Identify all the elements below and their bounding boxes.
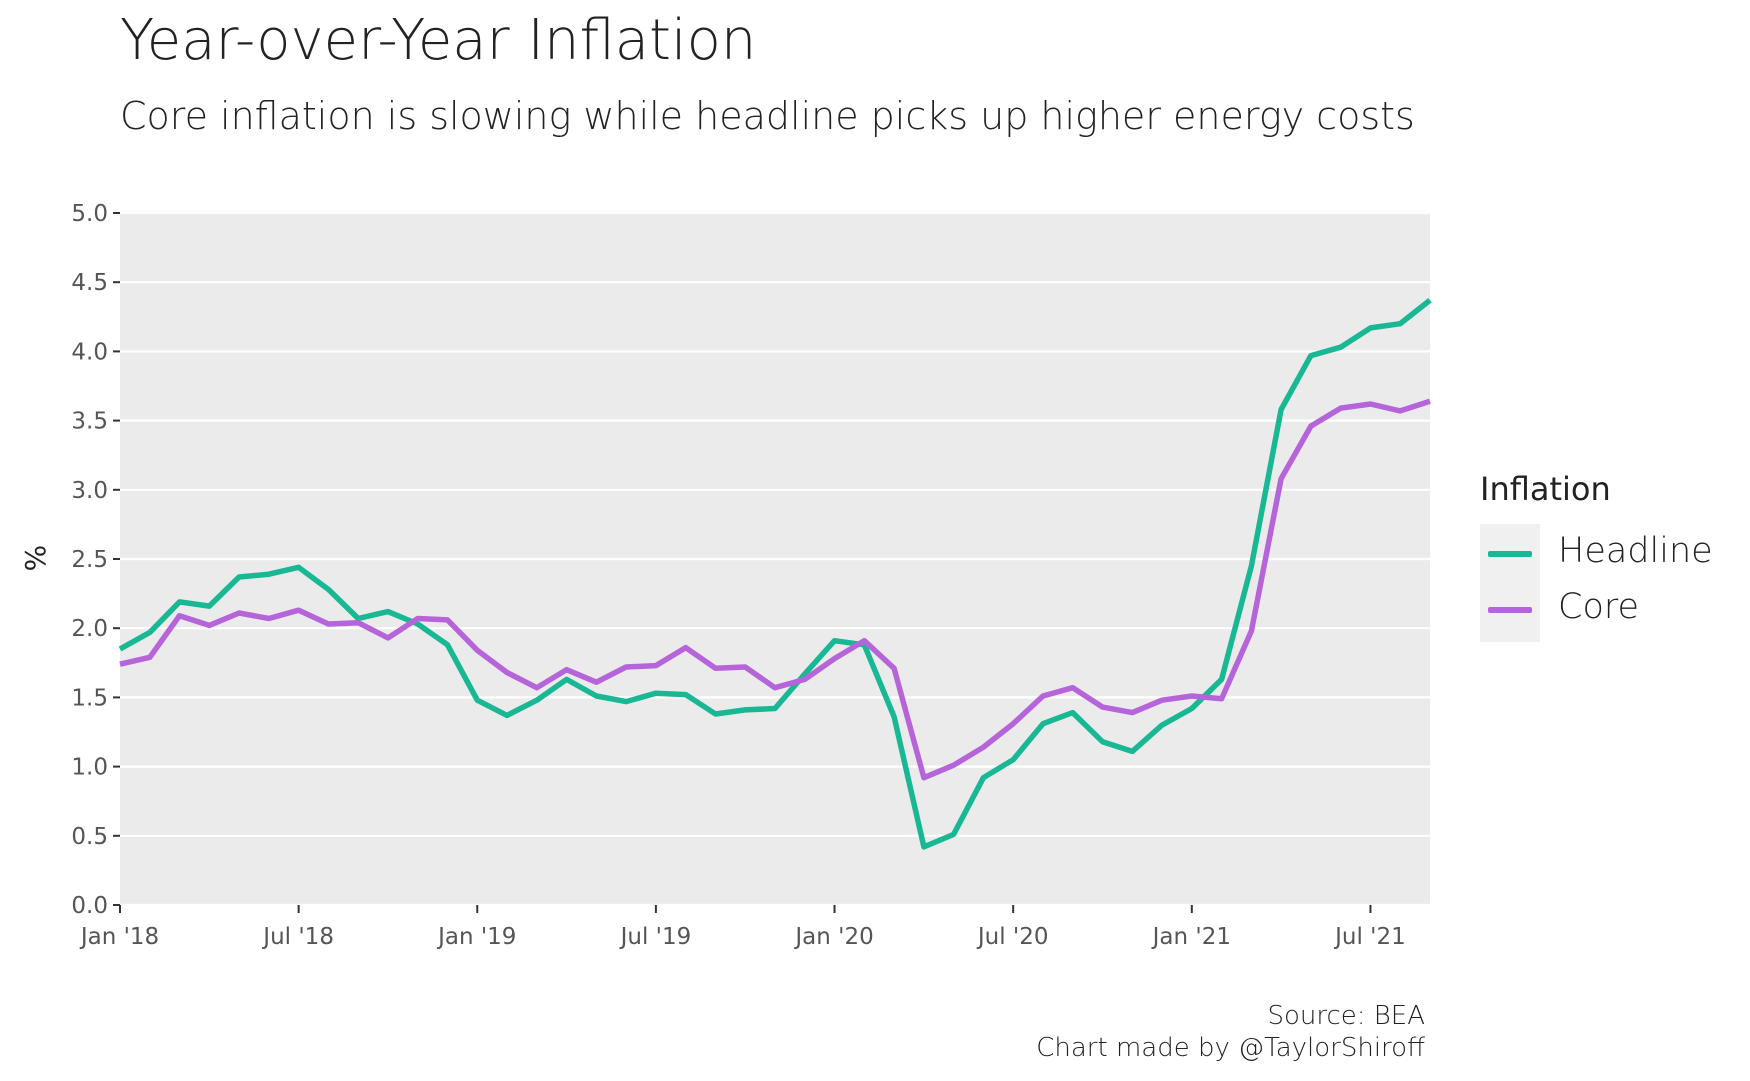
legend-label-core: Core	[1558, 587, 1640, 627]
legend-keys: Headline Core	[1480, 524, 1713, 642]
legend-item-core: Core	[1480, 582, 1750, 638]
y-tick-label: 2.5	[71, 547, 108, 573]
legend: Inflation Headline Core	[1480, 470, 1713, 642]
legend-swatch-core	[1488, 607, 1532, 613]
series-lines	[118, 298, 1432, 850]
x-tick-label: Jan '18	[79, 924, 159, 950]
x-tick-label: Jan '20	[793, 924, 873, 950]
credit-note: Chart made by @TaylorShiroff	[1036, 1033, 1425, 1063]
y-tick-label: 0.5	[71, 824, 108, 850]
legend-swatch-headline	[1488, 551, 1532, 557]
y-tick-label: 1.5	[71, 685, 108, 711]
y-tick-label: 3.5	[71, 409, 108, 435]
chart-title: Year-over-Year Inflation	[120, 8, 757, 73]
y-tick-label: 1.0	[71, 755, 108, 781]
x-tick-label: Jan '19	[436, 924, 516, 950]
x-tick-label: Jan '21	[1151, 924, 1231, 950]
series-line-headline	[118, 298, 1432, 850]
y-tick-label: 2.0	[71, 616, 108, 642]
legend-item-headline: Headline	[1480, 526, 1750, 582]
legend-title: Inflation	[1480, 470, 1611, 508]
x-tick-label: Jul '21	[1333, 924, 1406, 950]
axes: 0.0 0.5 1.0 1.5 2.0 2.5 3.0 3.5 4.0 4.5 5.0 Jan '18…	[71, 201, 1405, 950]
x-tick-label: Jul '20	[976, 924, 1049, 950]
y-tick-label: 5.0	[71, 201, 108, 227]
x-tick-label: Jul '18	[261, 924, 334, 950]
legend-label-headline: Headline	[1558, 531, 1713, 571]
y-tick-label: 4.5	[71, 270, 108, 296]
caption: Source: BEA Chart made by @TaylorShiroff	[1036, 1000, 1425, 1064]
series-line-core	[119, 398, 1431, 781]
chart-subtitle: Core inflation is slowing while headline…	[120, 94, 1415, 138]
y-tick-label: 4.0	[71, 339, 108, 365]
y-tick-label: 0.0	[71, 893, 108, 919]
y-tick-label: 3.0	[71, 478, 108, 504]
x-tick-label: Jul '19	[619, 924, 692, 950]
source-note: Source: BEA	[1267, 1001, 1425, 1031]
